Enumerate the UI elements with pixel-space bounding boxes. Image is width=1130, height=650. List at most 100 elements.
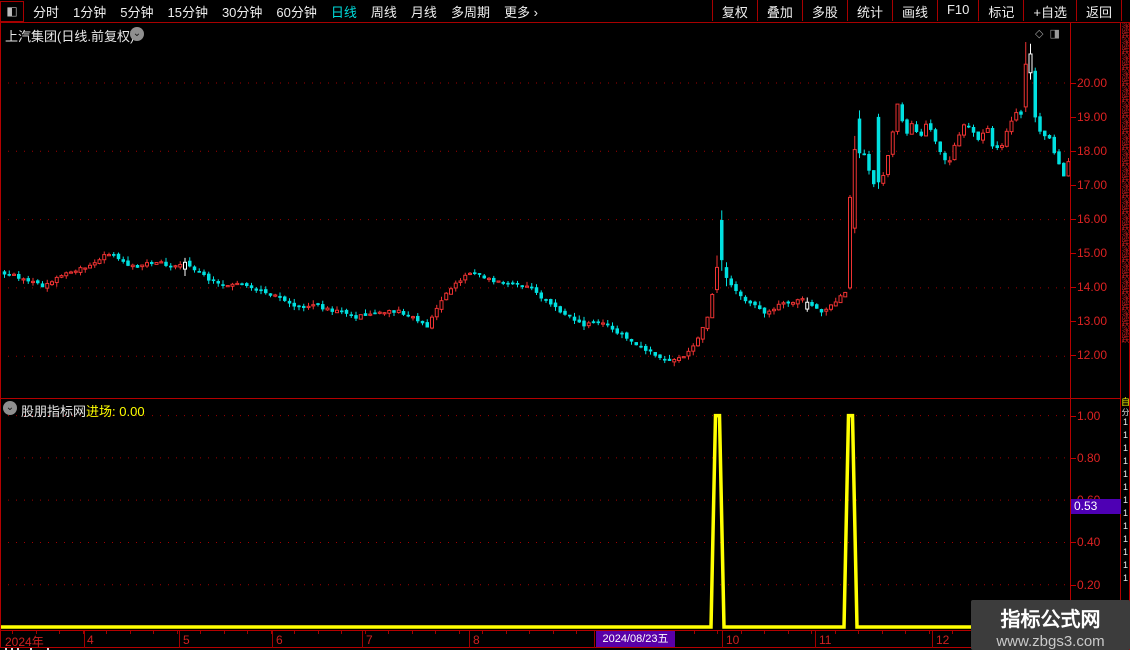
toolbar-actions: 复权 叠加 多股 统计 画线 F10 标记 +自选 返回 (711, 0, 1122, 21)
toolbar-action-多股[interactable]: 多股 (801, 0, 847, 21)
highlighted-date-badge: 2024/08/23五 (596, 631, 675, 647)
left-border (0, 23, 1, 648)
week-tick (59, 631, 60, 634)
date-label-8: 8 (473, 633, 480, 647)
chart-corner-icons[interactable]: ◇◨ (1035, 28, 1066, 40)
week-tick (858, 631, 859, 634)
indicator-value: 进场: 0.00 (86, 404, 145, 419)
toolbar: ◧ 分时 1分钟 5分钟 15分钟 30分钟 60分钟 日线 周线 月线 多周期 更多 › 复权 叠加… (0, 0, 1130, 23)
month-boundary (469, 631, 470, 648)
week-tick (247, 631, 248, 634)
week-tick (928, 631, 930, 634)
watermark-title: 指标公式网 (1000, 609, 1101, 631)
week-tick (12, 631, 13, 634)
axis-tick (1070, 457, 1076, 459)
week-tick (270, 631, 272, 634)
month-boundary (594, 631, 595, 648)
week-tick (294, 631, 295, 634)
period-tab-日线[interactable]: 日线 (330, 4, 357, 20)
week-tick (811, 631, 812, 634)
period-tab-周线[interactable]: 周线 (370, 4, 397, 20)
collapse-chevron-icon[interactable]: ⌄ (130, 27, 144, 41)
more-menu[interactable]: 更多 › (503, 4, 538, 20)
period-tab-1分钟[interactable]: 1分钟 (73, 4, 107, 20)
toolbar-action-+自选[interactable]: +自选 (1023, 0, 1076, 21)
price-axis-line (1070, 23, 1071, 631)
layout-toggle-icon[interactable]: ◧ (0, 0, 24, 22)
date-axis[interactable]: 2024/08/23五 2024年 4 5 6 7 8 10 11 12 (0, 631, 1070, 649)
week-tick (411, 631, 413, 634)
week-tick (740, 631, 742, 634)
week-tick (576, 631, 577, 634)
week-tick (764, 631, 765, 634)
toolbar-action-统计[interactable]: 统计 (846, 0, 892, 21)
toolbar-action-标记[interactable]: 标记 (978, 0, 1023, 21)
week-tick (787, 631, 789, 634)
price-label-19.00: 19.00 (1077, 110, 1108, 124)
week-tick (881, 631, 883, 634)
axis-tick (1070, 415, 1076, 417)
date-axis-bottom-line (0, 647, 1070, 648)
month-boundary (362, 631, 363, 648)
toolbar-action-复权[interactable]: 复权 (711, 0, 757, 21)
axis-tick (1070, 355, 1076, 356)
month-boundary (272, 631, 273, 648)
price-label-18.00: 18.00 (1077, 144, 1108, 158)
month-boundary (815, 631, 816, 648)
right-vertical-strip[interactable]: 涨跌涨跌涨跌涨跌涨跌涨跌涨跌涨跌涨跌涨跌涨跌涨跌涨跌涨跌涨跌涨跌涨跌涨跌涨跌涨跌… (1121, 23, 1130, 648)
toolbar-action-叠加[interactable]: 叠加 (756, 0, 802, 21)
toolbar-action-F10[interactable]: F10 (936, 0, 978, 21)
period-tab-30分钟[interactable]: 30分钟 (221, 4, 263, 20)
month-boundary (179, 631, 180, 648)
date-axis-top-line (0, 630, 1070, 631)
price-label-16.00: 16.00 (1077, 212, 1108, 226)
week-tick (717, 631, 718, 634)
week-tick (482, 631, 483, 634)
candlestick-chart[interactable] (0, 23, 1070, 398)
right-strip-upper-text: 涨跌涨跌涨跌涨跌涨跌涨跌涨跌涨跌涨跌涨跌涨跌涨跌涨跌涨跌涨跌涨跌涨跌涨跌涨跌涨跌 (1121, 23, 1130, 343)
period-tab-5分钟[interactable]: 5分钟 (120, 4, 154, 20)
period-tab-月线[interactable]: 月线 (410, 4, 437, 20)
date-label-5: 5 (183, 633, 190, 647)
date-label-4: 4 (87, 633, 94, 647)
price-label-14.00: 14.00 (1077, 280, 1108, 294)
subpanel-chevron-icon[interactable]: ⌄ (3, 401, 17, 415)
period-tab-60分钟[interactable]: 60分钟 (276, 4, 317, 20)
indicator-name: 股朋指标网 (21, 404, 87, 419)
week-tick (82, 631, 84, 634)
indicator-chart[interactable] (0, 399, 1070, 631)
period-tab-15分钟[interactable]: 15分钟 (167, 4, 208, 20)
sub-label-1.00: 1.00 (1077, 408, 1101, 423)
week-tick (223, 631, 225, 634)
week-tick (905, 631, 906, 634)
toolbar-action-返回[interactable]: 返回 (1075, 0, 1122, 21)
axis-tick (1070, 219, 1076, 220)
date-label-11: 11 (819, 633, 832, 647)
week-tick (153, 631, 154, 634)
stock-title: 上汽集团(日线.前复权) (5, 29, 135, 44)
week-tick (952, 631, 953, 634)
right-strip-border (1120, 23, 1121, 648)
week-tick (693, 631, 695, 634)
date-label-6: 6 (276, 633, 283, 647)
week-tick (341, 631, 342, 634)
week-tick (388, 631, 389, 634)
week-tick (458, 631, 460, 634)
axis-tick (1070, 253, 1076, 254)
axis-tick (1070, 542, 1076, 544)
period-tab-多周期[interactable]: 多周期 (450, 4, 490, 20)
price-label-20.00: 20.00 (1077, 76, 1108, 90)
week-tick (529, 631, 530, 634)
price-label-15.00: 15.00 (1077, 246, 1108, 260)
price-label-17.00: 17.00 (1077, 178, 1108, 192)
period-tab-分时[interactable]: 分时 (33, 4, 60, 20)
axis-tick (1070, 287, 1076, 288)
period-tabs: 分时 1分钟 5分钟 15分钟 30分钟 60分钟 日线 周线 月线 多周期 更多 › (24, 2, 538, 21)
week-tick (505, 631, 507, 634)
week-tick (129, 631, 131, 634)
week-tick (35, 631, 37, 634)
month-boundary (932, 631, 933, 648)
toolbar-action-画线[interactable]: 画线 (891, 0, 937, 21)
